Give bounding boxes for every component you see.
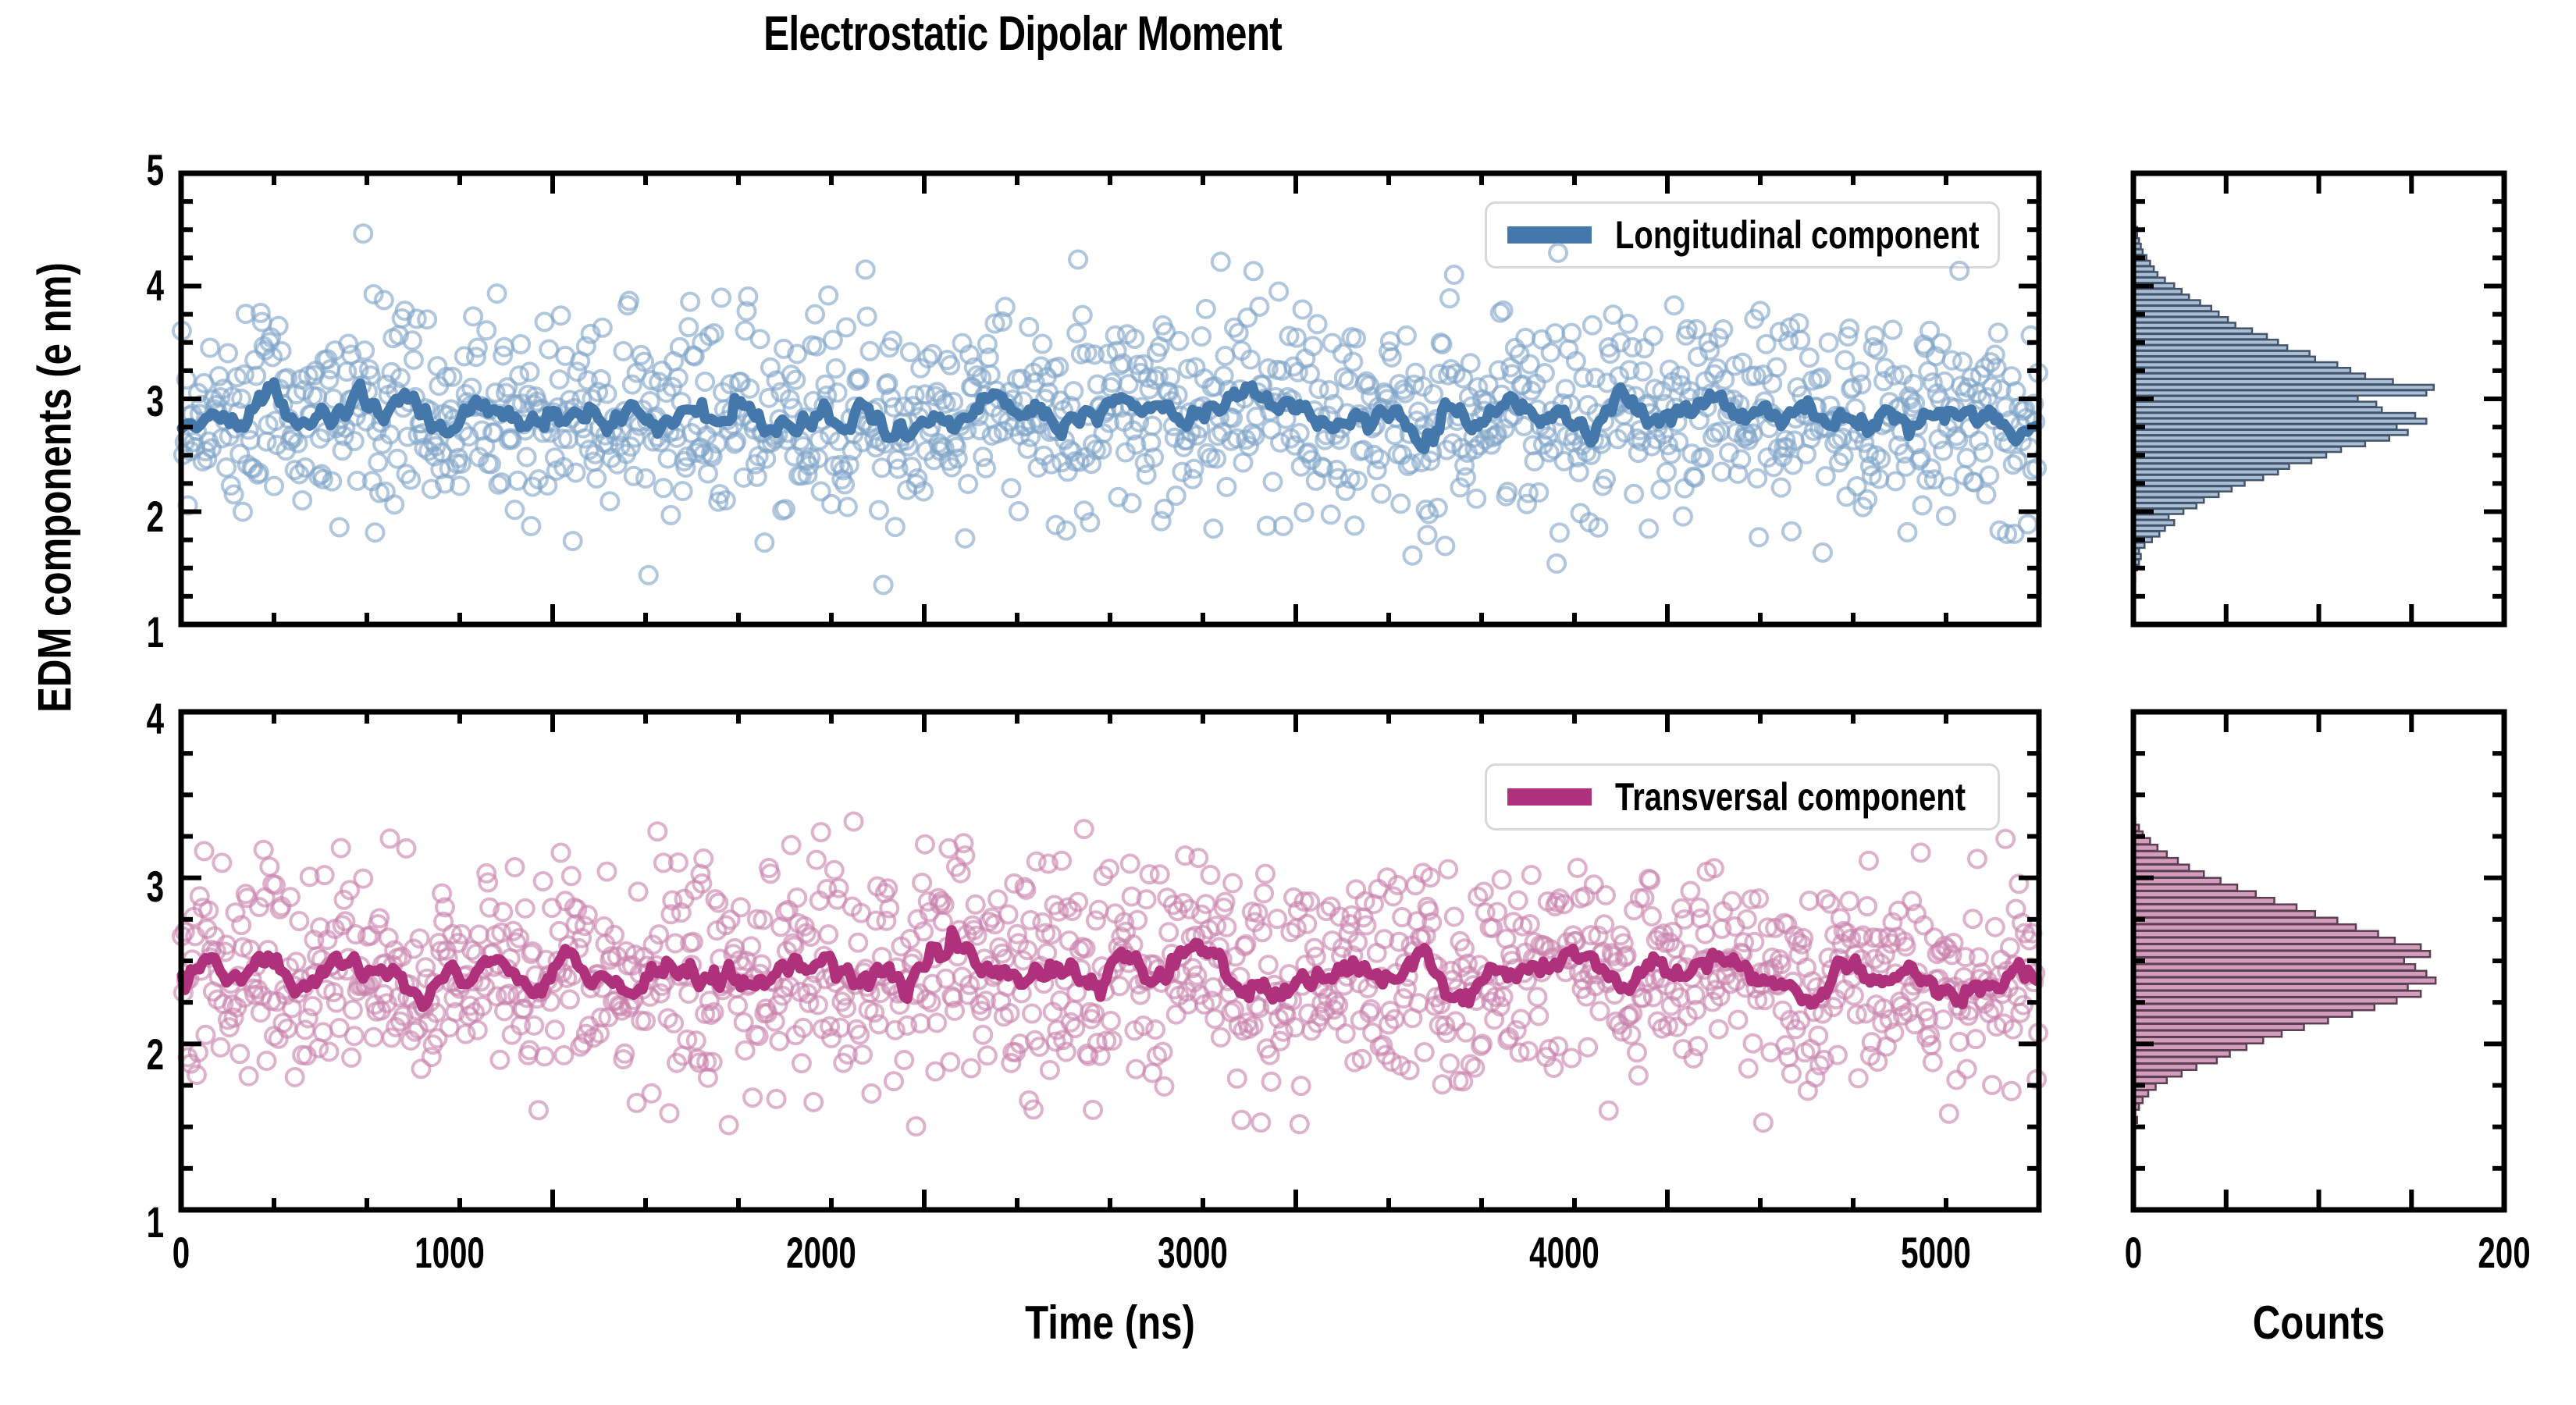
x-axis-label-main: Time (ns) [1025, 1297, 1195, 1349]
legend-label-longitudinal: Longitudinal component [1615, 213, 1980, 257]
legend-top-panel[interactable]: Longitudinal component [1485, 201, 2000, 269]
ytick-top-5: 5 [146, 145, 164, 194]
bottom-panel-runmean [176, 925, 2042, 1012]
xtick-2000: 2000 [786, 1228, 856, 1277]
xtick-3000: 3000 [1158, 1228, 1228, 1277]
bottom-histogram-bars [2132, 816, 2437, 1131]
ytick-bottom-3: 3 [146, 862, 164, 911]
hist-xtick-0: 0 [2124, 1228, 2143, 1277]
ytick-bottom-2: 2 [146, 1030, 164, 1079]
legend-swatch-longitudinal [1507, 226, 1592, 244]
top-panel-runmean [176, 377, 2042, 454]
x-axis-label-histogram: Counts [2252, 1297, 2386, 1349]
xtick-0: 0 [172, 1228, 190, 1277]
ytick-top-4: 4 [146, 261, 164, 310]
hist-xtick-200: 200 [2478, 1228, 2531, 1277]
chart-title: Electrostatic Dipolar Moment [763, 7, 1283, 61]
legend-swatch-transversal [1507, 788, 1592, 806]
axes-frames [178, 170, 2507, 1213]
ytick-bottom-4: 4 [146, 694, 164, 743]
legend-label-transversal: Transversal component [1615, 775, 1966, 819]
ytick-top-2: 2 [146, 492, 164, 541]
ytick-top-3: 3 [146, 376, 164, 425]
legend-bottom-panel[interactable]: Transversal component [1485, 763, 2000, 831]
top-panel-scatter [171, 223, 2049, 596]
ytick-top-1: 1 [146, 607, 164, 656]
ytick-bottom-1: 1 [146, 1197, 164, 1247]
top-histogram-bars [2132, 220, 2435, 583]
xtick-1000: 1000 [415, 1228, 485, 1277]
bottom-panel-scatter [171, 811, 2049, 1136]
xtick-5000: 5000 [1901, 1228, 1971, 1277]
y-axis-label: EDM components (e nm) [28, 262, 81, 713]
xtick-4000: 4000 [1529, 1228, 1599, 1277]
